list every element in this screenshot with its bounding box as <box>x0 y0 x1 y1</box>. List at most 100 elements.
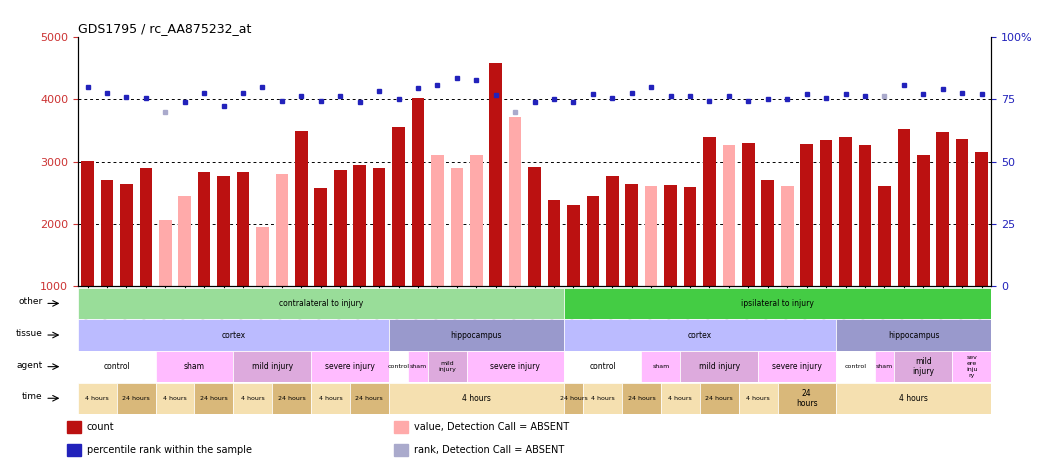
Bar <box>116 383 156 414</box>
Bar <box>489 63 502 286</box>
Text: severe injury: severe injury <box>772 362 822 371</box>
Bar <box>450 168 463 286</box>
Bar <box>758 351 836 382</box>
Bar <box>234 383 272 414</box>
Bar <box>389 351 408 382</box>
Bar <box>622 383 661 414</box>
Bar <box>567 205 580 286</box>
Bar <box>777 383 836 414</box>
Bar <box>703 137 716 286</box>
Text: 24 hours: 24 hours <box>355 396 383 401</box>
Bar <box>353 165 366 286</box>
Bar <box>684 187 696 286</box>
Text: 4 hours: 4 hours <box>163 396 187 401</box>
Bar <box>234 351 311 382</box>
Bar <box>564 383 583 414</box>
Text: 4 hours: 4 hours <box>746 396 770 401</box>
Bar <box>373 168 385 286</box>
Bar <box>722 145 735 286</box>
Bar <box>509 118 521 286</box>
Bar <box>315 188 327 286</box>
Bar <box>661 383 700 414</box>
Text: sham: sham <box>652 364 670 369</box>
Bar <box>606 176 619 286</box>
Bar <box>394 444 408 456</box>
Bar <box>311 383 350 414</box>
Text: time: time <box>22 392 43 401</box>
Bar <box>762 180 774 286</box>
Text: 4 hours: 4 hours <box>241 396 265 401</box>
Bar <box>626 184 638 286</box>
Bar <box>78 319 389 351</box>
Bar <box>392 127 405 286</box>
Bar <box>894 351 953 382</box>
Bar <box>389 383 564 414</box>
Text: hippocampus: hippocampus <box>887 331 939 339</box>
Bar <box>528 167 541 286</box>
Text: 4 hours: 4 hours <box>462 394 491 403</box>
Bar <box>800 144 813 286</box>
Bar <box>156 383 194 414</box>
Bar <box>466 351 564 382</box>
Bar <box>311 351 389 382</box>
Bar <box>680 351 758 382</box>
Text: contralateral to injury: contralateral to injury <box>278 299 363 308</box>
Text: rank, Detection Call = ABSENT: rank, Detection Call = ABSENT <box>414 445 564 455</box>
Bar <box>67 444 81 456</box>
Bar <box>179 196 191 286</box>
Bar <box>394 421 408 433</box>
Bar <box>742 143 755 286</box>
Bar <box>350 383 389 414</box>
Text: mild
injury: mild injury <box>438 361 456 372</box>
Text: cortex: cortex <box>221 331 245 339</box>
Bar <box>956 139 968 286</box>
Text: mild
injury: mild injury <box>912 357 934 376</box>
Bar <box>81 161 93 286</box>
Bar <box>156 351 234 382</box>
Text: 4 hours: 4 hours <box>591 396 614 401</box>
Bar <box>198 172 211 286</box>
Text: value, Detection Call = ABSENT: value, Detection Call = ABSENT <box>414 422 569 432</box>
Bar <box>700 383 739 414</box>
Bar <box>898 129 910 286</box>
Bar <box>976 152 988 286</box>
Text: cortex: cortex <box>688 331 712 339</box>
Bar <box>237 172 249 286</box>
Bar <box>664 185 677 286</box>
Text: 4 hours: 4 hours <box>899 394 928 403</box>
Bar <box>120 184 133 286</box>
Text: mild injury: mild injury <box>699 362 740 371</box>
Bar <box>67 421 81 433</box>
Bar <box>276 174 289 286</box>
Bar <box>295 131 307 286</box>
Text: tissue: tissue <box>16 329 43 338</box>
Bar <box>875 351 894 382</box>
Text: sham: sham <box>876 364 893 369</box>
Text: other: other <box>19 297 43 306</box>
Bar <box>781 186 793 286</box>
Text: ipsilateral to injury: ipsilateral to injury <box>741 299 814 308</box>
Text: 24 hours: 24 hours <box>706 396 733 401</box>
Bar <box>428 351 466 382</box>
Bar <box>389 319 564 351</box>
Bar <box>586 196 599 286</box>
Text: sev
ere
inju
ry: sev ere inju ry <box>966 355 978 378</box>
Bar <box>78 288 564 319</box>
Bar <box>159 220 171 286</box>
Bar <box>641 351 680 382</box>
Bar <box>431 155 443 286</box>
Bar <box>217 176 230 286</box>
Bar <box>583 383 622 414</box>
Bar <box>836 351 875 382</box>
Text: control: control <box>590 362 616 371</box>
Bar <box>917 155 930 286</box>
Bar <box>78 351 156 382</box>
Text: control: control <box>844 364 867 369</box>
Bar <box>564 319 836 351</box>
Text: 4 hours: 4 hours <box>668 396 692 401</box>
Bar <box>858 145 871 286</box>
Text: 24 hours: 24 hours <box>628 396 655 401</box>
Bar <box>739 383 777 414</box>
Bar <box>548 200 561 286</box>
Text: GDS1795 / rc_AA875232_at: GDS1795 / rc_AA875232_at <box>78 22 251 35</box>
